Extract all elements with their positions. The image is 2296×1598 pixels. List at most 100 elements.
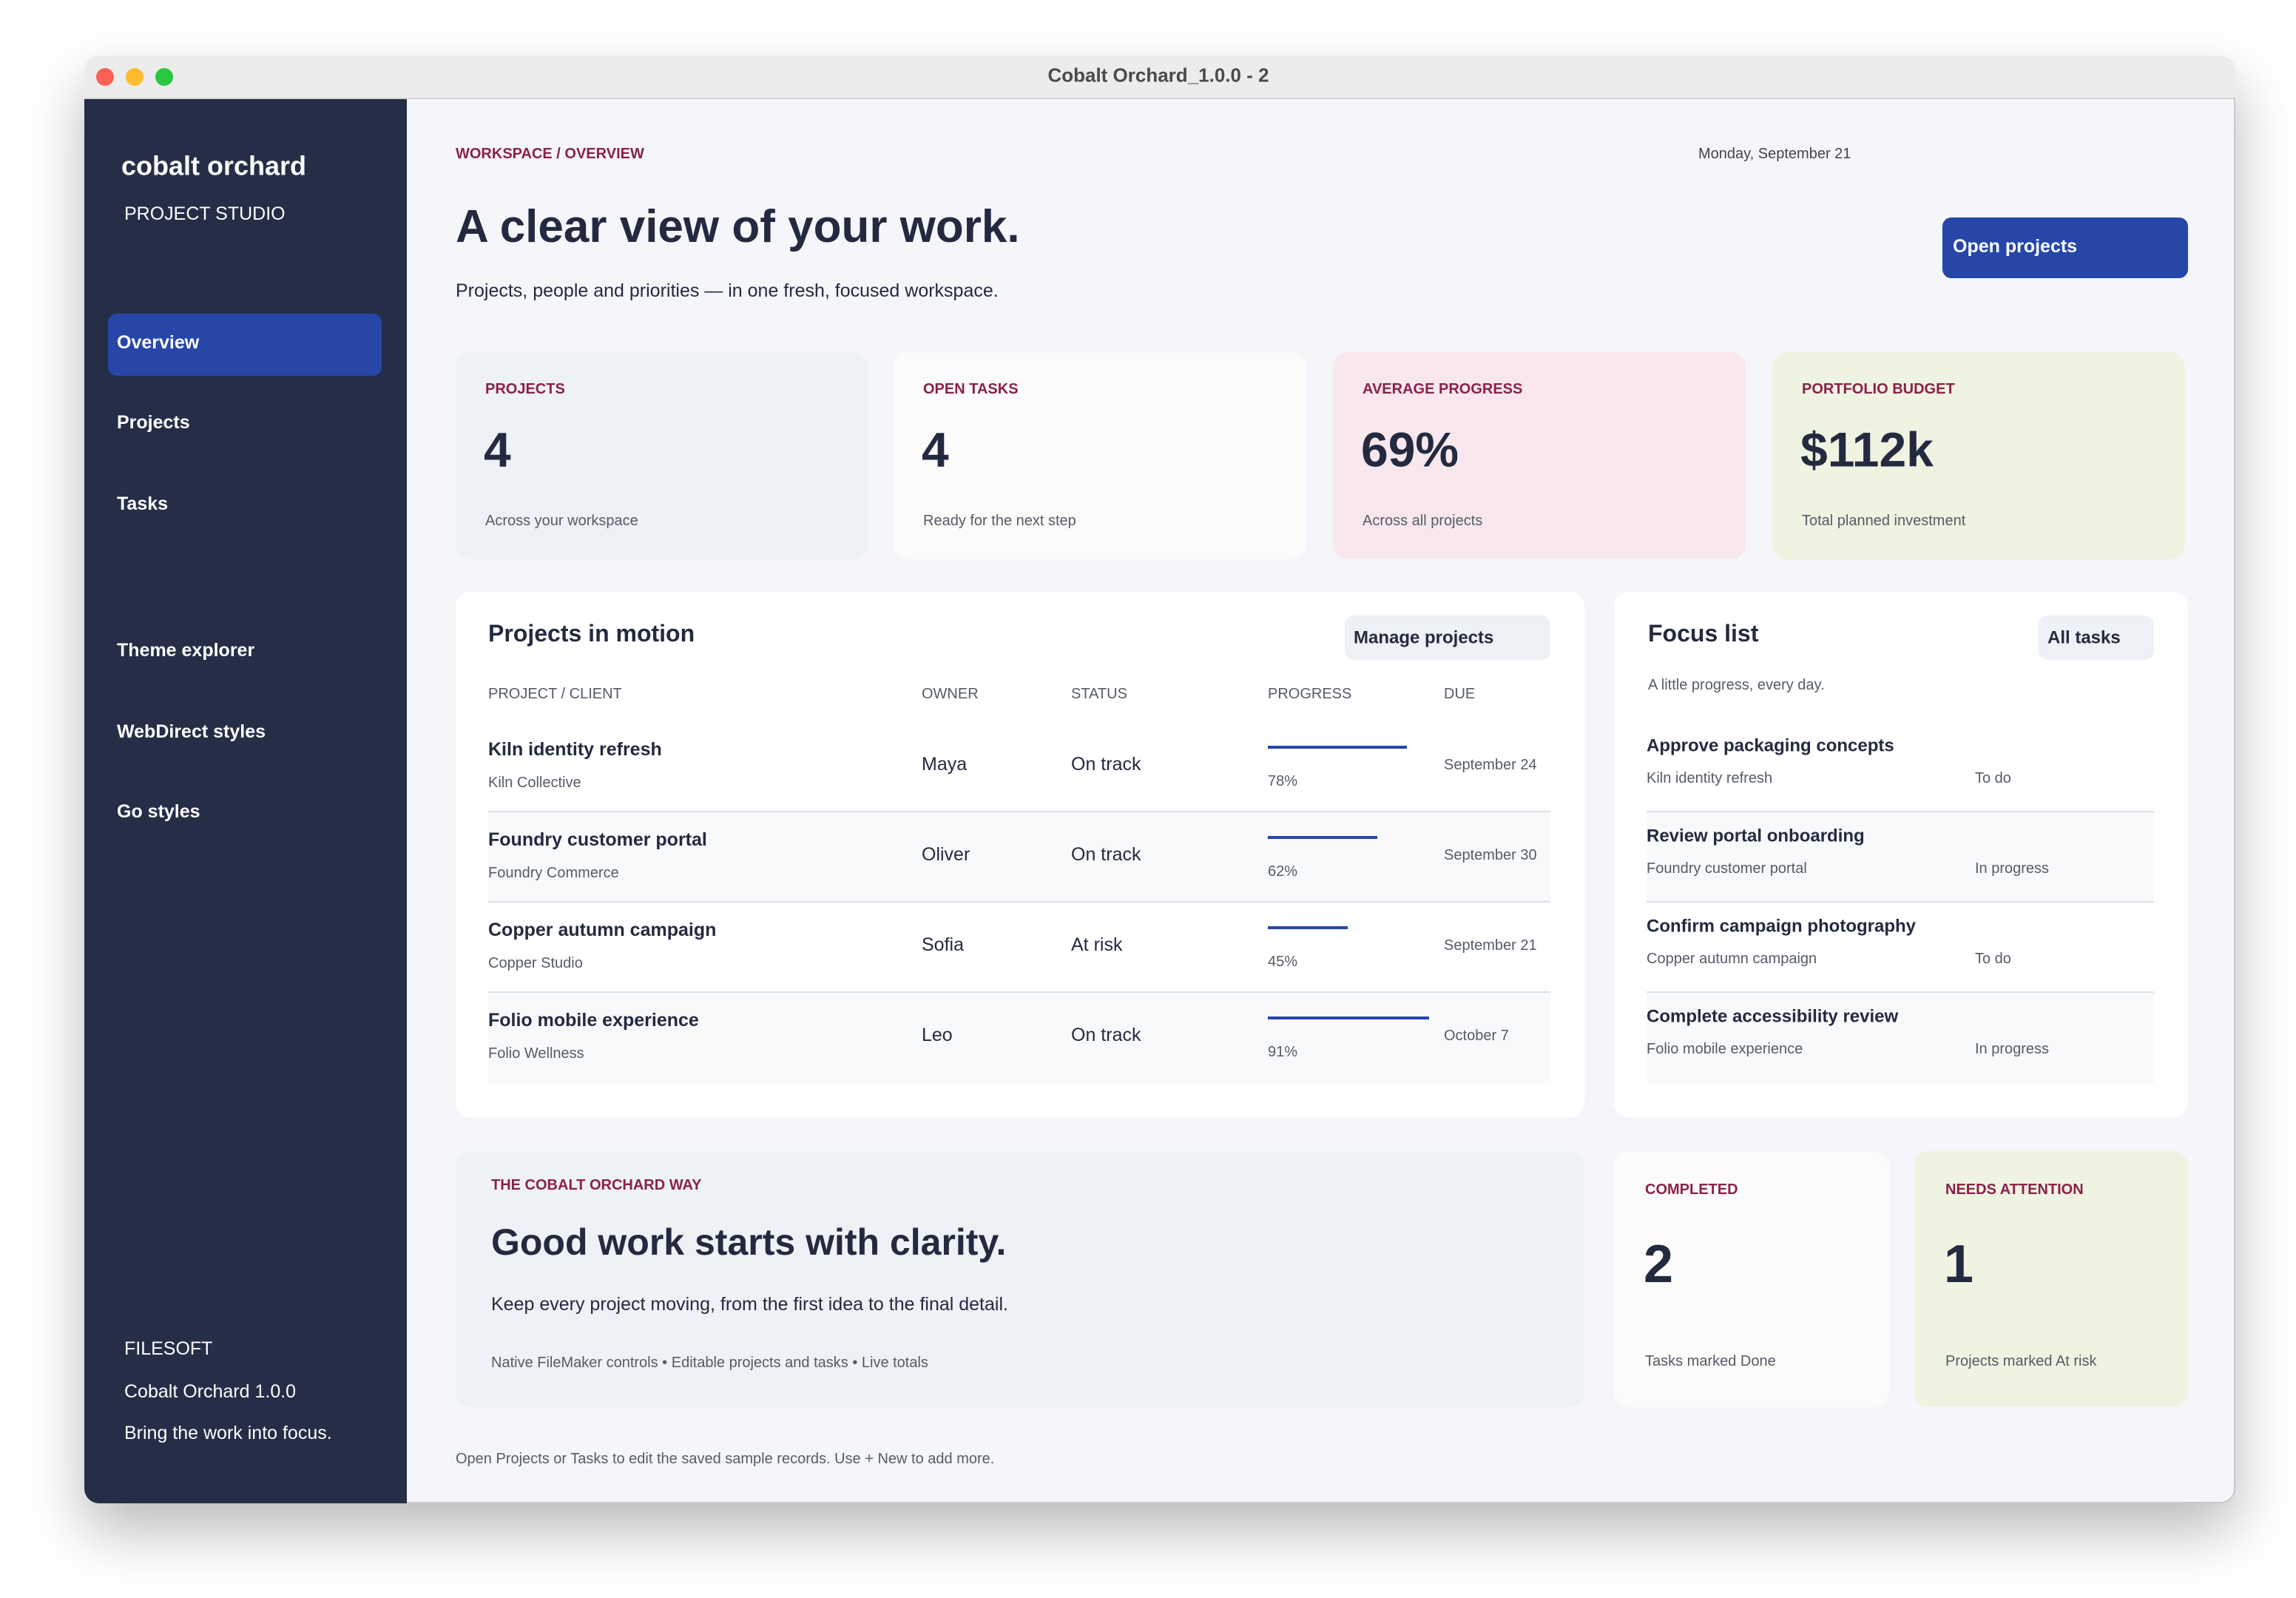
page-title: A clear view of your work. <box>456 200 1020 252</box>
button-label[interactable]: All tasks <box>2047 627 2121 648</box>
sidebar-footer: Bring the work into focus. <box>124 1423 332 1443</box>
stat-label: AVERAGE PROGRESS <box>1363 382 1523 398</box>
project-client: Copper Studio <box>488 956 583 972</box>
stat-note: Across your workspace <box>485 513 638 530</box>
project-name: Foundry customer portal <box>488 829 707 850</box>
stat-note: Total planned investment <box>1802 513 1966 530</box>
task-project: Kiln identity refresh <box>1647 771 1773 787</box>
stat-value: 4 <box>484 422 511 477</box>
stat-note: Across all projects <box>1363 513 1483 530</box>
open-projects-button[interactable] <box>1942 218 2188 278</box>
project-client: Foundry Commerce <box>488 866 619 882</box>
column-header: PROGRESS <box>1268 687 1352 703</box>
button-label[interactable]: Manage projects <box>1354 627 1494 648</box>
summary-card <box>1914 1151 2188 1407</box>
summary-note: Tasks marked Done <box>1645 1354 1776 1370</box>
project-owner: Sofia <box>922 934 964 955</box>
stat-label: PORTFOLIO BUDGET <box>1802 382 1955 398</box>
breadcrumb: WORKSPACE / OVERVIEW <box>456 146 644 163</box>
progress-bar <box>1268 926 1348 929</box>
progress-bar <box>1268 1017 1430 1019</box>
task-status: To do <box>1975 951 2011 968</box>
project-owner: Leo <box>922 1025 953 1045</box>
project-name: Kiln identity refresh <box>488 739 662 760</box>
nav-item[interactable]: Theme explorer <box>117 640 255 661</box>
stat-value: $112k <box>1800 422 1934 477</box>
project-client: Folio Wellness <box>488 1046 584 1062</box>
stat-label: PROJECTS <box>485 382 565 398</box>
focus-item[interactable] <box>1647 812 2154 903</box>
panel-subtitle: A little progress, every day. <box>1648 678 1825 694</box>
panel-title: Focus list <box>1648 621 1759 647</box>
summary-card <box>1614 1151 1889 1407</box>
sidebar-footer: Cobalt Orchard 1.0.0 <box>124 1381 297 1402</box>
project-client: Kiln Collective <box>488 775 581 792</box>
project-status: On track <box>1071 844 1141 865</box>
panel-title: Projects in motion <box>488 621 695 647</box>
task-project: Folio mobile experience <box>1647 1042 1803 1058</box>
project-name: Copper autumn campaign <box>488 920 717 940</box>
summary-label: COMPLETED <box>1645 1182 1738 1198</box>
table-row[interactable] <box>488 812 1550 903</box>
nav-item[interactable]: Go styles <box>117 801 200 822</box>
nav-item[interactable]: Tasks <box>117 493 169 514</box>
column-header: PROJECT / CLIENT <box>488 687 622 703</box>
summary-note: Projects marked At risk <box>1945 1354 2097 1370</box>
project-status: On track <box>1071 1025 1141 1045</box>
task-project: Foundry customer portal <box>1647 861 1807 877</box>
traffic-light[interactable] <box>155 68 173 86</box>
progress-label: 62% <box>1268 864 1298 880</box>
summary-value: 1 <box>1944 1233 1974 1294</box>
progress-label: 45% <box>1268 954 1298 971</box>
banner-text: Keep every project moving, from the firs… <box>491 1294 1008 1315</box>
traffic-light[interactable] <box>126 68 144 86</box>
summary-value: 2 <box>1644 1233 1674 1294</box>
column-header: DUE <box>1444 687 1476 703</box>
table-row[interactable] <box>488 993 1550 1083</box>
focus-item[interactable] <box>1647 722 2154 812</box>
project-due: September 21 <box>1444 938 1537 954</box>
column-header: OWNER <box>922 687 979 703</box>
window-title: Cobalt Orchard_1.0.0 - 2 <box>1047 64 1269 87</box>
column-header: STATUS <box>1071 687 1127 703</box>
task-title: Review portal onboarding <box>1647 825 1865 846</box>
banner-title: Good work starts with clarity. <box>491 1222 1007 1264</box>
nav-active[interactable] <box>108 314 382 376</box>
project-status: On track <box>1071 754 1141 775</box>
nav-item[interactable]: Projects <box>117 412 190 433</box>
brand: cobalt orchard <box>121 151 307 181</box>
banner-eyebrow: THE COBALT ORCHARD WAY <box>491 1178 702 1194</box>
task-status: In progress <box>1975 1042 2050 1058</box>
progress-bar <box>1268 746 1407 749</box>
all-tasks-button[interactable] <box>2039 616 2154 660</box>
table-row[interactable] <box>488 903 1550 993</box>
project-due: October 7 <box>1444 1028 1509 1045</box>
traffic-light[interactable] <box>96 68 114 86</box>
focus-item[interactable] <box>1647 903 2154 993</box>
stat-card <box>894 352 1306 559</box>
project-status: At risk <box>1071 934 1123 955</box>
progress-label: 91% <box>1268 1045 1298 1061</box>
summary-label: NEEDS ATTENTION <box>1945 1182 2084 1198</box>
banner-features: Native FileMaker controls • Editable pro… <box>491 1355 928 1372</box>
banner <box>456 1151 1584 1407</box>
title-bar <box>84 56 2235 99</box>
footer-note: Open Projects or Tasks to edit the saved… <box>456 1452 995 1468</box>
stat-card <box>1772 352 2185 559</box>
sidebar-footer: FILESOFT <box>124 1338 213 1359</box>
project-due: September 30 <box>1444 848 1537 864</box>
nav-item[interactable]: WebDirect styles <box>117 721 266 742</box>
stat-value: 69% <box>1361 422 1459 477</box>
stat-value: 4 <box>922 422 949 477</box>
project-owner: Oliver <box>922 844 970 865</box>
manage-projects-button[interactable] <box>1345 616 1550 660</box>
task-status: To do <box>1975 771 2011 787</box>
button-label[interactable]: Open projects <box>1953 236 2078 257</box>
task-status: In progress <box>1975 861 2050 877</box>
focus-item[interactable] <box>1647 993 2154 1083</box>
table-row[interactable] <box>488 722 1550 812</box>
date: Monday, September 21 <box>1698 146 1851 163</box>
nav-item[interactable]: Overview <box>117 332 200 353</box>
